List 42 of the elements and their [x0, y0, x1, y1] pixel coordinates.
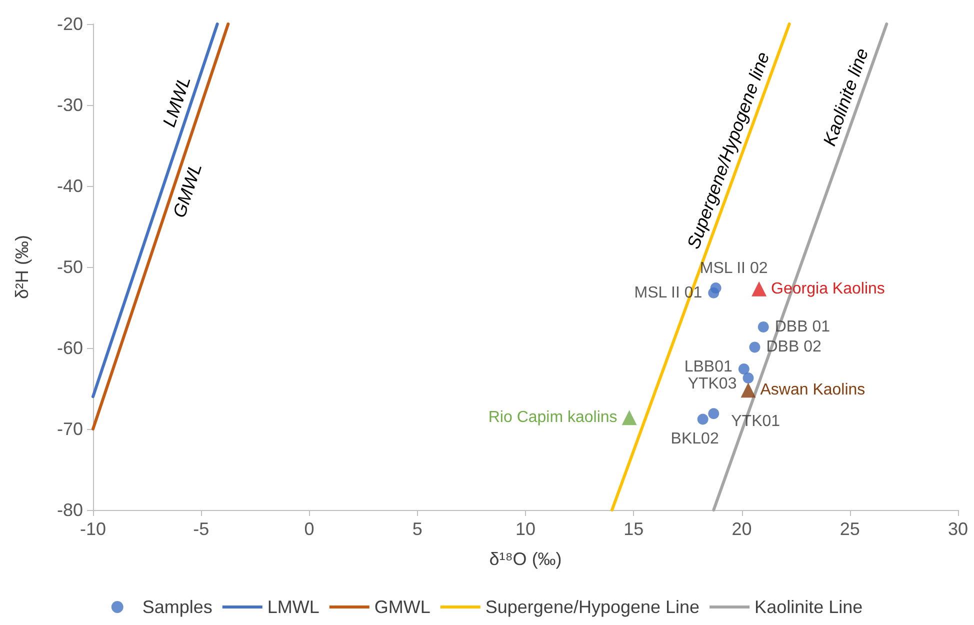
data-label: LBB01 [684, 358, 733, 376]
point [749, 342, 760, 353]
y-tick-label: -60 [56, 338, 83, 358]
x-axis-title: δ¹⁸O (‰) [489, 549, 562, 569]
x-tick-label: -10 [80, 519, 106, 539]
legend-label: Supergene/Hypogene Line [485, 597, 700, 617]
x-tick-label: 0 [304, 519, 314, 539]
point [740, 382, 756, 398]
point [708, 287, 720, 298]
annotation: Aswan Kaolins [760, 382, 866, 399]
legend-label: Kaolinite Line [754, 597, 863, 617]
y-tick-label: -40 [56, 176, 83, 196]
x-tick-label: 10 [515, 519, 536, 539]
annotation: GMWL [169, 160, 206, 220]
x-tick-label: 5 [412, 519, 422, 539]
data-label: YTK03 [688, 375, 737, 392]
x-tick-label: 30 [948, 519, 968, 539]
y-axis-title: δ²H (‰) [12, 234, 32, 300]
x-tick-label: 25 [840, 519, 860, 539]
point [622, 410, 637, 426]
x-tick-label: -5 [193, 519, 210, 539]
y-tick-label: -30 [56, 95, 83, 115]
data-label: BKL02 [670, 430, 719, 448]
annotation: Georgia Kaolins [771, 280, 885, 298]
annotation: Rio Capim kaolins [488, 409, 618, 426]
x-tick-label: 15 [624, 519, 644, 539]
y-tick-label: -50 [56, 257, 83, 277]
y-tick-label: -70 [56, 419, 83, 439]
point [697, 414, 708, 425]
point [738, 364, 750, 375]
point [758, 321, 769, 332]
point [708, 408, 720, 420]
legend-label: Samples [142, 597, 212, 617]
legend-label: LMWL [267, 597, 320, 617]
data-label: MSL II 02 [700, 260, 768, 278]
annotation: LMWL [158, 74, 194, 130]
y-tick-label: -80 [56, 500, 83, 520]
point [742, 372, 754, 384]
point [752, 281, 767, 296]
x-tick-label: 20 [732, 519, 752, 539]
legend-label: GMWL [374, 597, 430, 617]
y-tick-label: -20 [56, 14, 83, 34]
